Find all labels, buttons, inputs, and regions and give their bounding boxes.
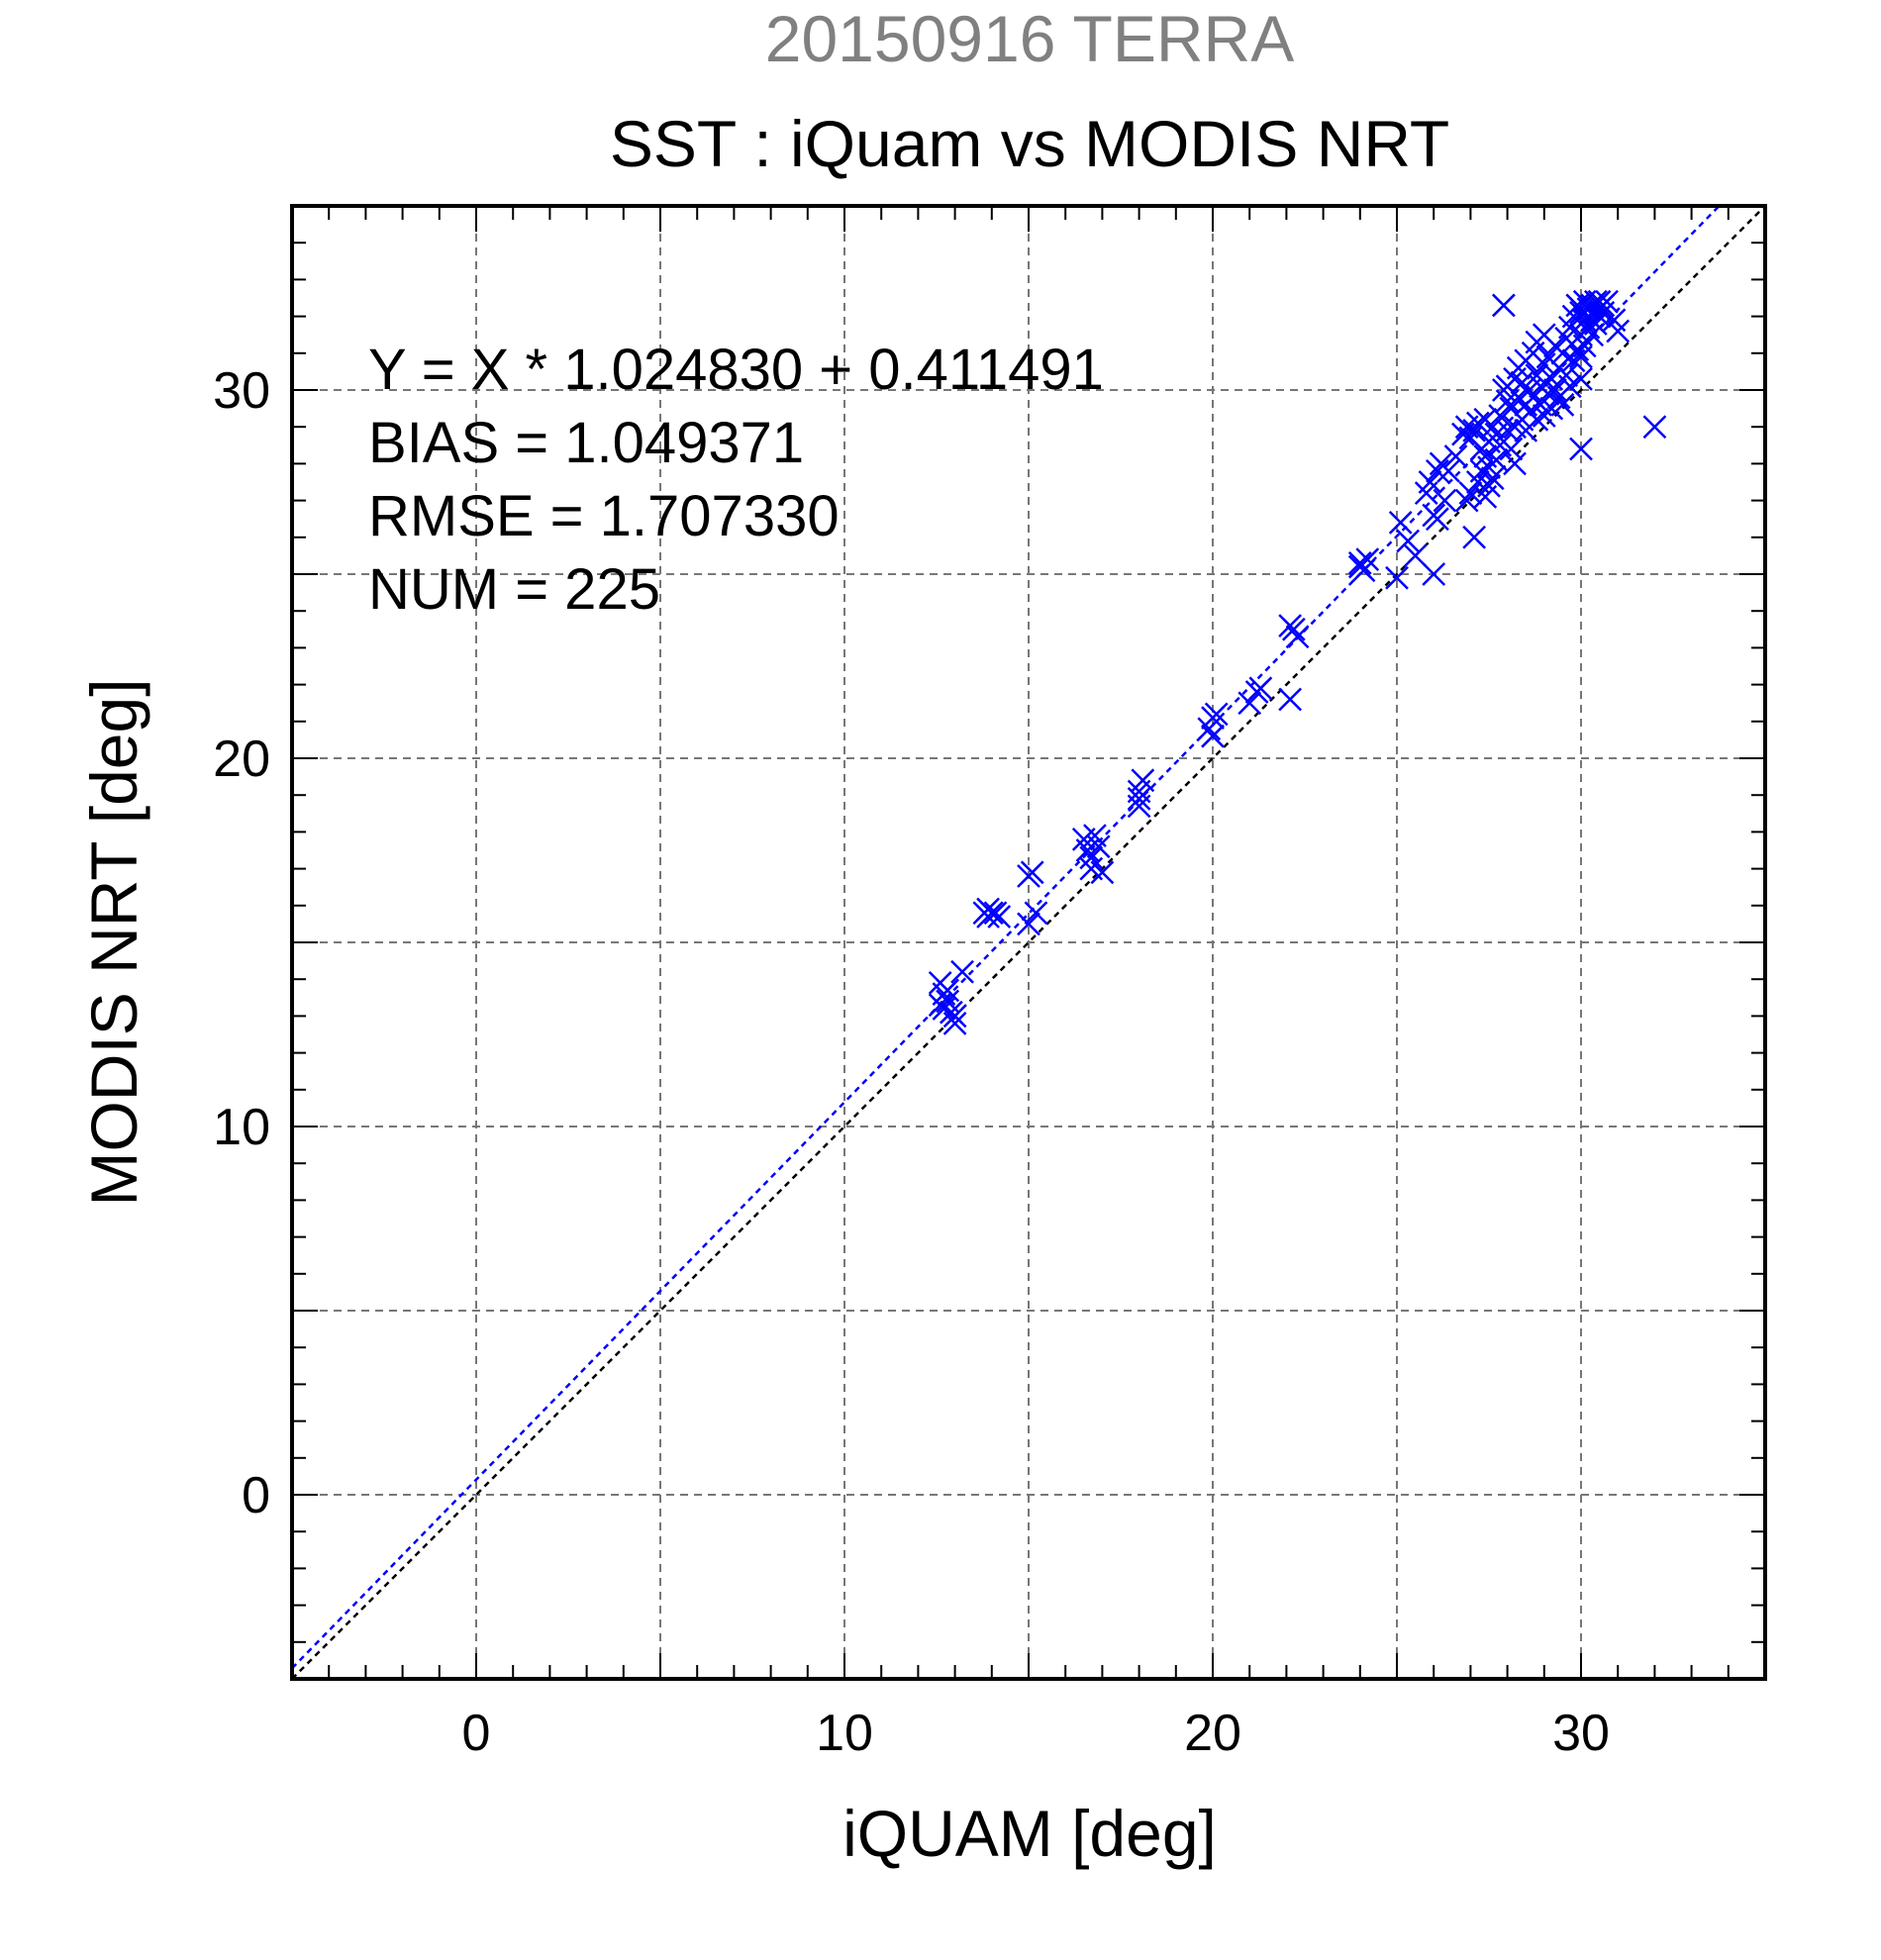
chart-title: SST : iQuam vs MODIS NRT xyxy=(610,107,1449,180)
data-point xyxy=(1418,470,1442,494)
data-point xyxy=(1550,341,1575,365)
data-point xyxy=(1454,488,1479,513)
data-point xyxy=(1285,625,1310,649)
data-point xyxy=(1201,724,1225,748)
data-point xyxy=(1090,860,1115,885)
data-point xyxy=(1017,912,1040,936)
data-point xyxy=(1465,411,1490,436)
x-tick-label: 0 xyxy=(462,1705,491,1762)
data-point xyxy=(1458,481,1483,506)
y-axis-label: MODIS NRT [deg] xyxy=(77,678,150,1206)
data-point xyxy=(1086,834,1111,859)
tick-labels: 0 10 20 30 0 10 20 30 xyxy=(213,362,1610,1762)
num-value: NUM = 225 xyxy=(368,557,660,622)
data-point xyxy=(1499,437,1524,461)
data-point xyxy=(1477,473,1501,498)
y-tick-label: 0 xyxy=(242,1467,270,1524)
data-point xyxy=(1204,702,1229,727)
data-point xyxy=(1569,344,1593,369)
data-point xyxy=(950,959,974,984)
data-point xyxy=(1433,488,1457,513)
data-point xyxy=(1278,687,1303,712)
data-point xyxy=(1024,901,1048,926)
bias-value: BIAS = 1.049371 xyxy=(368,411,804,475)
data-point xyxy=(1484,447,1509,472)
identity-line xyxy=(291,205,1766,1680)
data-point xyxy=(1020,860,1044,885)
data-point xyxy=(1583,289,1608,314)
data-point xyxy=(1569,437,1593,461)
data-point xyxy=(1347,550,1372,575)
data-point xyxy=(1503,451,1527,476)
data-point xyxy=(1426,507,1449,532)
data-point xyxy=(1480,466,1505,491)
data-point xyxy=(928,993,952,1018)
data-point xyxy=(976,897,1000,922)
rmse-value: RMSE = 1.707330 xyxy=(368,484,840,548)
data-point xyxy=(1278,614,1303,637)
data-point xyxy=(1385,565,1409,590)
data-point xyxy=(1642,415,1667,440)
data-point xyxy=(987,905,1012,929)
data-point xyxy=(936,978,960,1003)
data-point xyxy=(1557,374,1582,399)
data-point xyxy=(1488,404,1513,428)
data-point xyxy=(1131,768,1155,793)
fit-equation: Y = X * 1.024830 + 0.411491 xyxy=(368,338,1104,402)
data-point xyxy=(1606,319,1631,343)
data-point xyxy=(1127,787,1151,811)
data-point xyxy=(1550,392,1575,417)
axis-ticks xyxy=(291,205,1766,1680)
data-point xyxy=(1079,845,1104,870)
data-point xyxy=(1388,511,1413,535)
data-point xyxy=(1436,458,1460,483)
data-point xyxy=(1396,529,1421,553)
data-point xyxy=(1569,366,1593,391)
y-tick-label: 30 xyxy=(213,362,270,420)
data-point xyxy=(1238,691,1262,716)
data-points xyxy=(928,289,1667,1035)
data-point xyxy=(1462,525,1487,549)
grid-lines xyxy=(292,206,1765,1679)
data-point xyxy=(1532,352,1556,376)
y-tick-label: 10 xyxy=(213,1099,270,1156)
data-point xyxy=(1491,293,1516,318)
data-point xyxy=(1426,458,1449,483)
data-point xyxy=(1525,407,1549,432)
data-point xyxy=(1403,543,1428,568)
x-tick-label: 10 xyxy=(816,1705,873,1762)
data-point xyxy=(1495,419,1520,442)
x-axis-label: iQUAM [deg] xyxy=(842,1797,1217,1870)
data-point xyxy=(1595,289,1619,314)
data-point xyxy=(1347,554,1372,579)
data-point xyxy=(1443,444,1468,468)
data-point xyxy=(942,1011,967,1035)
x-tick-label: 30 xyxy=(1552,1705,1610,1762)
x-tick-label: 20 xyxy=(1184,1705,1241,1762)
data-point xyxy=(942,1004,967,1029)
chart-subtitle: 20150916 TERRA xyxy=(765,2,1294,75)
y-tick-label: 20 xyxy=(213,731,270,788)
data-point xyxy=(1469,458,1494,483)
data-point xyxy=(1248,676,1273,701)
data-point xyxy=(1583,312,1608,336)
data-point xyxy=(1422,562,1446,586)
data-point xyxy=(1480,415,1505,440)
data-point xyxy=(1543,378,1567,402)
